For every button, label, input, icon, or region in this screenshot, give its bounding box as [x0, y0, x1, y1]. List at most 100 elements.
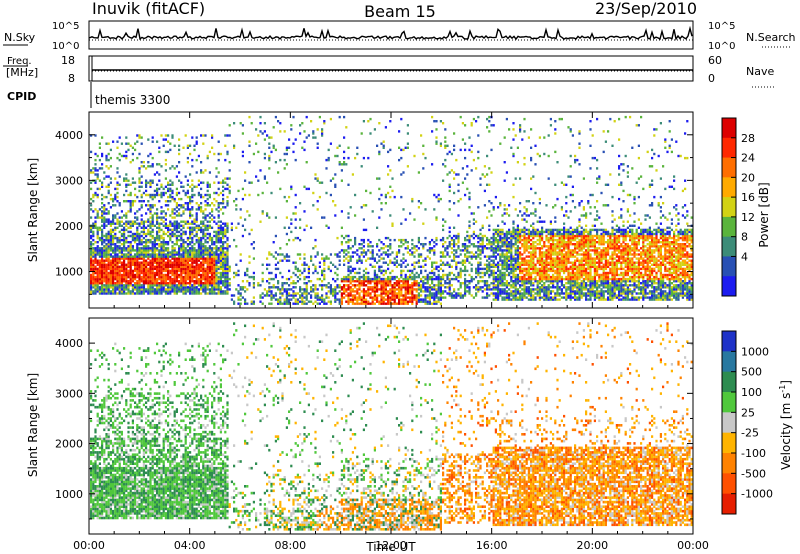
heatmap-cell [224, 177, 227, 180]
heatmap-cell [134, 142, 137, 145]
heatmap-cell [334, 292, 337, 295]
heatmap-cell [321, 134, 324, 137]
heatmap-cell [171, 181, 174, 184]
heatmap-cell [492, 271, 495, 275]
heatmap-cell [470, 269, 473, 273]
heatmap-cell [514, 208, 517, 211]
heatmap-cell [129, 271, 132, 275]
heatmap-cell [455, 255, 458, 258]
heatmap-cell [127, 280, 130, 283]
heatmap-cell [94, 277, 97, 281]
heatmap-cell [369, 241, 372, 244]
heatmap-cell [138, 136, 141, 139]
heatmap-cell [129, 265, 132, 268]
heatmap-cell [213, 204, 216, 207]
heatmap-cell [340, 163, 343, 166]
heatmap-cell [448, 226, 451, 229]
heatmap-cell [497, 228, 500, 232]
heatmap-cell [492, 284, 495, 287]
heatmap-cell [351, 173, 354, 176]
heatmap-cell [391, 292, 394, 295]
heatmap-cell [109, 206, 112, 209]
heatmap-cell [90, 251, 93, 254]
heatmap-cell [285, 216, 288, 219]
heatmap-cell [268, 253, 271, 256]
heatmap-cell [312, 136, 315, 139]
heatmap-cell [442, 292, 445, 295]
heatmap-cell [167, 224, 170, 227]
heatmap-cell [114, 265, 117, 268]
heatmap-cell [147, 251, 150, 254]
heatmap-cell [184, 247, 187, 250]
heatmap-cell [224, 206, 227, 209]
heatmap-cell [510, 286, 513, 289]
heatmap-cell [369, 282, 372, 285]
heatmap-cell [123, 241, 126, 244]
heatmap-cell [127, 210, 130, 213]
heatmap-cell [193, 292, 196, 295]
heatmap-cell [483, 255, 486, 258]
heatmap-cell [215, 267, 218, 271]
heatmap-cell [503, 290, 506, 293]
heatmap-cell [516, 232, 519, 236]
heatmap-cell [501, 253, 504, 256]
heatmap-cell [492, 275, 495, 279]
heatmap-cell [189, 234, 192, 238]
heatmap-cell [299, 238, 302, 242]
heatmap-cell [226, 251, 229, 254]
heatmap-cell [426, 280, 429, 283]
heatmap-cell [470, 277, 473, 281]
heatmap-cell [486, 236, 489, 240]
heatmap-cell [224, 277, 227, 281]
heatmap-cell [277, 120, 280, 123]
heatmap-cell [406, 277, 409, 281]
heatmap-cell [142, 230, 145, 234]
heatmap-cell [329, 269, 332, 273]
heatmap-cell [384, 195, 387, 199]
heatmap-cell [362, 298, 365, 301]
heatmap-cell [189, 269, 192, 273]
heatmap-cell [167, 277, 170, 281]
heatmap-cell [158, 251, 161, 254]
heatmap-cell [171, 284, 174, 287]
heatmap-cell [219, 259, 222, 262]
heatmap-cell [305, 275, 308, 279]
heatmap-cell [147, 253, 150, 256]
heatmap-cell [103, 206, 106, 209]
heatmap-cell [268, 136, 271, 139]
heatmap-cell [334, 214, 337, 217]
heatmap-cell [151, 249, 154, 252]
heatmap-cell [481, 247, 484, 250]
heatmap-cell [120, 251, 123, 254]
heatmap-cell [490, 148, 493, 152]
heatmap-cell [202, 232, 205, 236]
heatmap-cell [499, 230, 502, 234]
heatmap-cell [519, 230, 522, 234]
heatmap-cell [213, 255, 216, 258]
heatmap-cell [376, 290, 379, 293]
heatmap-cell [202, 230, 205, 234]
heatmap-cell [219, 267, 222, 271]
heatmap-cell [514, 282, 517, 285]
heatmap-cell [433, 284, 436, 287]
heatmap-cell [497, 267, 500, 271]
heatmap-cell [241, 288, 244, 291]
heatmap-cell [215, 253, 218, 256]
heatmap-cell [292, 296, 295, 299]
heatmap-cell [195, 171, 198, 174]
heatmap-cell [387, 290, 390, 293]
heatmap-cell [175, 265, 178, 268]
heatmap-cell [103, 292, 106, 295]
heatmap-cell [422, 284, 425, 287]
freq-left-tick-bottom: 8 [68, 72, 75, 85]
heatmap-cell [158, 226, 161, 229]
heatmap-cell [96, 232, 99, 236]
heatmap-cell [191, 238, 194, 242]
heatmap-cell [103, 267, 106, 271]
heatmap-cell [323, 263, 326, 266]
heatmap-cell [90, 134, 93, 137]
heatmap-cell [189, 247, 192, 250]
heatmap-cell [257, 150, 260, 154]
heatmap-cell [464, 249, 467, 252]
heatmap-cell [387, 284, 390, 287]
